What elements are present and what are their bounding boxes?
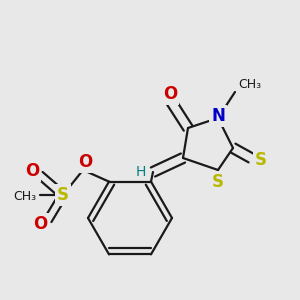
Text: S: S — [212, 173, 224, 191]
Text: O: O — [25, 162, 39, 180]
Text: CH₃: CH₃ — [13, 190, 36, 203]
Text: CH₃: CH₃ — [238, 77, 261, 91]
Text: O: O — [163, 85, 177, 103]
Text: O: O — [78, 153, 92, 171]
Text: S: S — [255, 151, 267, 169]
Text: O: O — [33, 215, 47, 233]
Text: N: N — [211, 107, 225, 125]
Text: S: S — [57, 186, 69, 204]
Text: H: H — [136, 165, 146, 179]
